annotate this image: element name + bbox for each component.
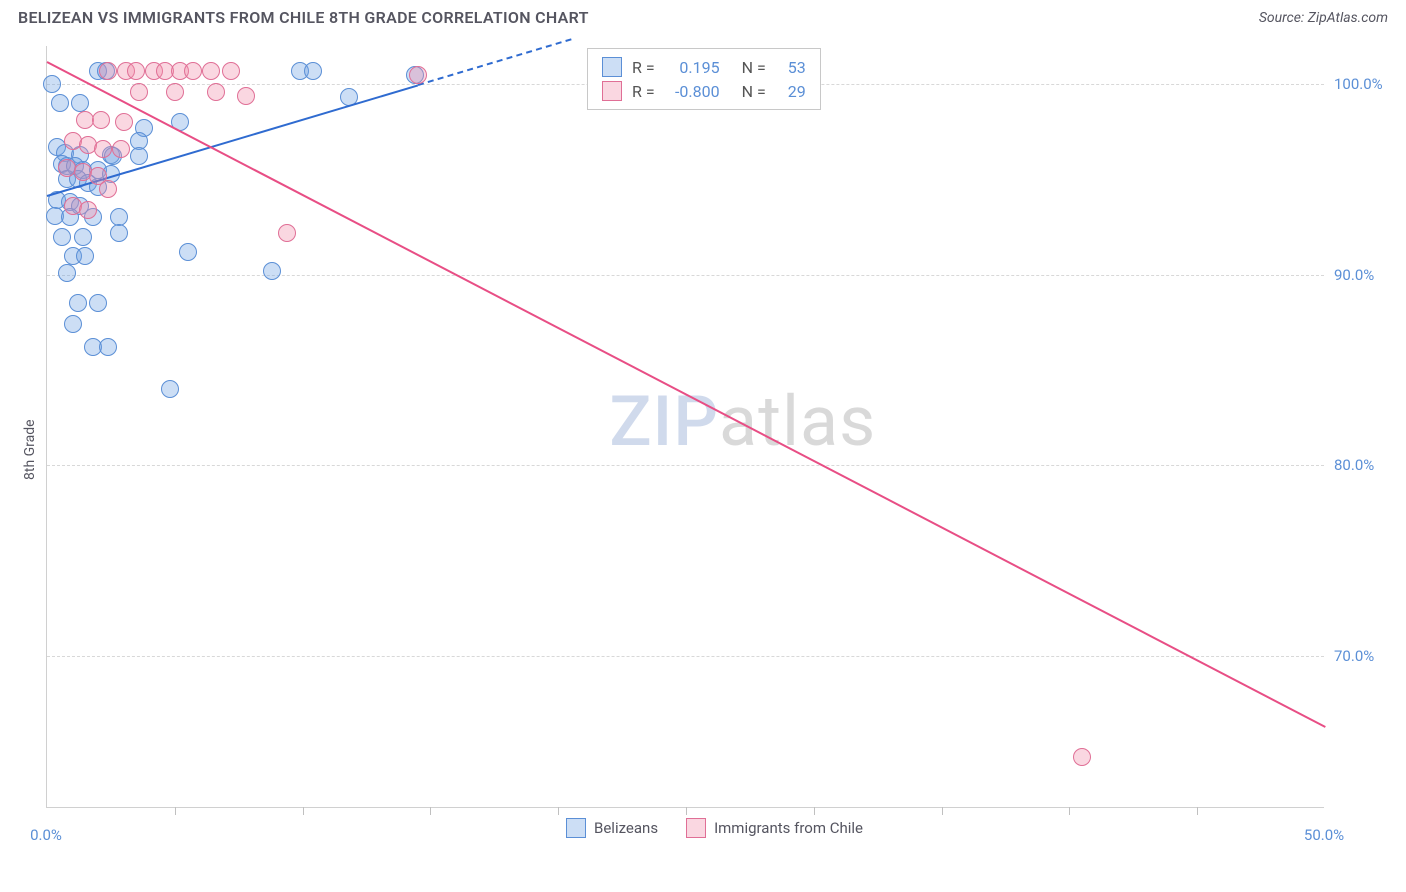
gridline-h bbox=[47, 465, 1324, 466]
y-tick-label: 100.0% bbox=[1334, 75, 1394, 93]
gridline-h bbox=[47, 656, 1324, 657]
stat-n-value: 53 bbox=[776, 58, 806, 77]
scatter-chart: 100.0%90.0%80.0%70.0%ZIPatlasR =0.195N =… bbox=[46, 46, 1324, 808]
data-point bbox=[222, 62, 240, 80]
stat-n-label: N = bbox=[742, 82, 766, 101]
data-point bbox=[237, 87, 255, 105]
legend-swatch bbox=[686, 818, 706, 838]
x-tick-mark bbox=[1069, 807, 1070, 815]
data-point bbox=[74, 228, 92, 246]
data-point bbox=[1073, 748, 1091, 766]
data-point bbox=[304, 62, 322, 80]
data-point bbox=[115, 113, 133, 131]
data-point bbox=[64, 315, 82, 333]
data-point bbox=[130, 147, 148, 165]
stats-row: R = 0.195 N = 53 bbox=[602, 55, 806, 79]
x-tick-mark bbox=[814, 807, 815, 815]
data-point bbox=[71, 94, 89, 112]
data-point bbox=[278, 224, 296, 242]
data-point bbox=[94, 140, 112, 158]
data-point bbox=[130, 83, 148, 101]
data-point bbox=[127, 62, 145, 80]
data-point bbox=[99, 62, 117, 80]
x-tick-label: 50.0% bbox=[1304, 826, 1344, 844]
regression-line bbox=[47, 61, 1326, 728]
x-tick-mark bbox=[686, 807, 687, 815]
x-tick-mark bbox=[1197, 807, 1198, 815]
legend-swatch bbox=[602, 57, 622, 77]
stat-r-label: R = bbox=[632, 58, 655, 77]
data-point bbox=[179, 243, 197, 261]
y-tick-label: 80.0% bbox=[1334, 456, 1394, 474]
legend-swatch bbox=[602, 81, 622, 101]
legend: Belizeans Immigrants from Chile bbox=[566, 818, 863, 838]
gridline-h bbox=[47, 275, 1324, 276]
chart-title: BELIZEAN VS IMMIGRANTS FROM CHILE 8TH GR… bbox=[18, 8, 589, 27]
legend-swatch bbox=[566, 818, 586, 838]
data-point bbox=[166, 83, 184, 101]
stat-n-value: 29 bbox=[776, 82, 806, 101]
x-tick-mark bbox=[303, 807, 304, 815]
stat-r-value: -0.800 bbox=[665, 82, 720, 101]
chart-header: BELIZEAN VS IMMIGRANTS FROM CHILE 8TH GR… bbox=[0, 0, 1406, 31]
y-tick-label: 90.0% bbox=[1334, 266, 1394, 284]
data-point bbox=[110, 224, 128, 242]
data-point bbox=[263, 262, 281, 280]
watermark-zip: ZIP bbox=[609, 381, 719, 463]
stat-r-value: 0.195 bbox=[665, 58, 720, 77]
x-tick-mark bbox=[942, 807, 943, 815]
data-point bbox=[76, 247, 94, 265]
stats-row: R = -0.800 N = 29 bbox=[602, 79, 806, 103]
data-point bbox=[99, 338, 117, 356]
stats-box: R = 0.195 N = 53 R = -0.800 N = 29 bbox=[587, 48, 821, 110]
x-tick-label: 0.0% bbox=[30, 826, 62, 844]
legend-item: Immigrants from Chile bbox=[686, 818, 863, 838]
stat-r-label: R = bbox=[632, 82, 655, 101]
data-point bbox=[89, 294, 107, 312]
data-point bbox=[53, 228, 71, 246]
data-point bbox=[99, 180, 117, 198]
stat-n-label: N = bbox=[742, 58, 766, 77]
legend-label: Immigrants from Chile bbox=[714, 819, 863, 837]
data-point bbox=[92, 111, 110, 129]
y-tick-label: 70.0% bbox=[1334, 647, 1394, 665]
data-point bbox=[43, 75, 61, 93]
x-tick-mark bbox=[558, 807, 559, 815]
data-point bbox=[409, 66, 427, 84]
regression-line bbox=[417, 38, 571, 86]
data-point bbox=[51, 94, 69, 112]
data-point bbox=[207, 83, 225, 101]
data-point bbox=[112, 140, 130, 158]
legend-item: Belizeans bbox=[566, 818, 658, 838]
chart-source: Source: ZipAtlas.com bbox=[1259, 10, 1388, 26]
y-axis-label: 8th Grade bbox=[22, 419, 38, 480]
data-point bbox=[79, 201, 97, 219]
x-tick-mark bbox=[430, 807, 431, 815]
data-point bbox=[58, 264, 76, 282]
data-point bbox=[69, 294, 87, 312]
legend-label: Belizeans bbox=[594, 819, 658, 837]
x-tick-mark bbox=[175, 807, 176, 815]
data-point bbox=[202, 62, 220, 80]
data-point bbox=[184, 62, 202, 80]
data-point bbox=[161, 380, 179, 398]
